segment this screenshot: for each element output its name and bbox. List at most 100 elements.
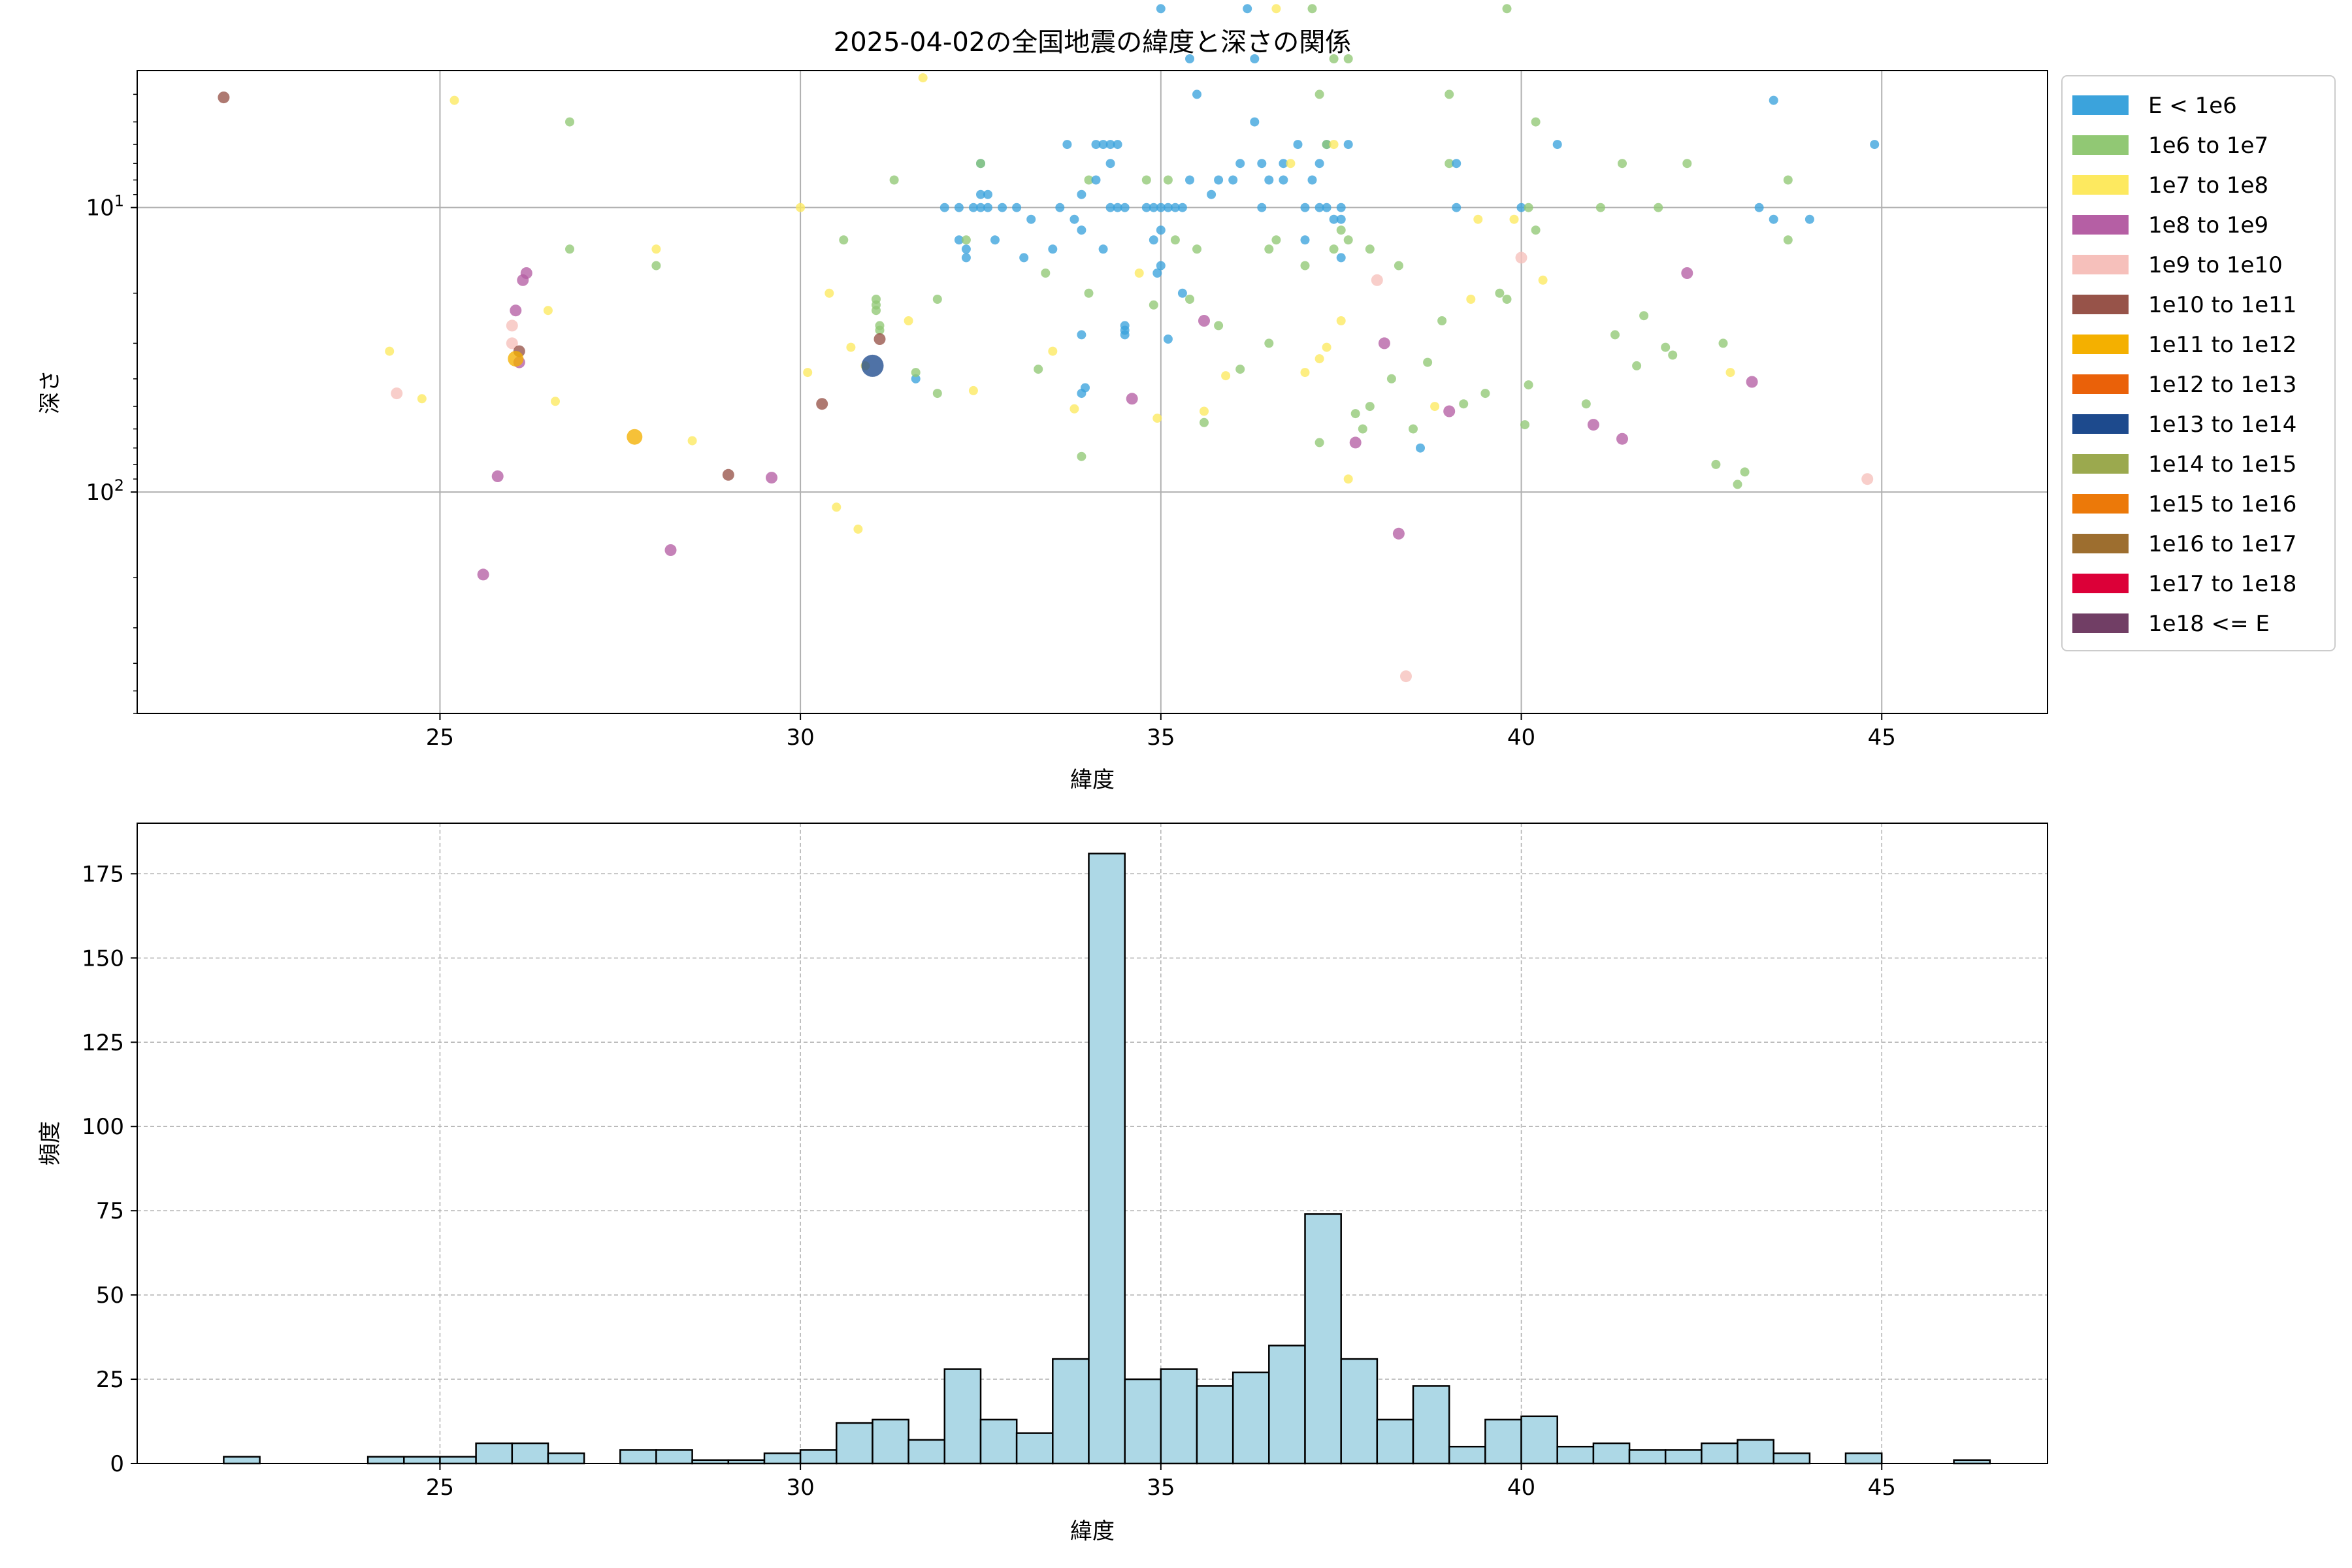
scatter-point (506, 337, 518, 350)
scatter-point (1264, 175, 1274, 185)
scatter-point (1207, 189, 1217, 199)
scatter-point (1091, 140, 1101, 150)
histogram-bar (1737, 1439, 1774, 1465)
scatter-point (1041, 269, 1051, 278)
histogram-y-ticks: 0 25 50 75 100 125 150 175 (82, 861, 137, 1477)
scatter-point (506, 319, 518, 332)
scatter-point (1055, 203, 1065, 212)
scatter-point (1120, 330, 1130, 340)
scatter-point (1152, 269, 1162, 278)
scatter-x-tick-label: 30 (786, 725, 814, 751)
histogram-bar (1232, 1371, 1270, 1465)
scatter-point (825, 288, 834, 298)
scatter-point (983, 203, 992, 212)
scatter-point (1400, 670, 1412, 683)
histogram-bar (1628, 1449, 1667, 1465)
scatter-point (1502, 4, 1512, 14)
scatter-point (1769, 214, 1778, 224)
scatter-point (520, 267, 532, 279)
scatter-point (1437, 316, 1447, 325)
histogram-x-tick-label: 45 (1868, 1475, 1896, 1501)
scatter-point (1682, 159, 1692, 169)
scatter-point (565, 244, 574, 254)
histogram-bar (1772, 1452, 1811, 1465)
histogram-y-tick-label: 0 (110, 1451, 124, 1477)
scatter-x-axis-label: 緯度 (1070, 767, 1115, 793)
scatter-point (1386, 374, 1396, 384)
scatter-point (1445, 159, 1454, 169)
scatter-point (1365, 244, 1375, 254)
scatter-chart: 25 30 35 40 45 101 102 2025-04-02の全国地震の緯度と深さの… (37, 4, 2048, 793)
histogram-x-tick-label: 35 (1147, 1475, 1175, 1501)
histogram-bar (1412, 1385, 1450, 1465)
histogram-bar (367, 1456, 405, 1465)
scatter-point (1632, 361, 1642, 370)
scatter-point (1192, 244, 1201, 254)
histogram-bar (1196, 1385, 1234, 1465)
scatter-point (976, 203, 985, 212)
scatter-point (1394, 261, 1403, 270)
scatter-point (1235, 159, 1245, 169)
scatter-point (1250, 117, 1260, 127)
scatter-point (1048, 346, 1058, 356)
legend-swatch (2072, 255, 2129, 274)
scatter-point (1502, 295, 1512, 304)
scatter-point (1062, 140, 1072, 150)
legend-swatch (2072, 95, 2129, 115)
scatter-point (1177, 288, 1187, 298)
scatter-point (1480, 389, 1490, 399)
histogram-bar (403, 1456, 441, 1465)
scatter-point (1805, 214, 1814, 224)
scatter-point (1163, 335, 1173, 344)
histogram-bar (1124, 1378, 1162, 1465)
scatter-point (664, 544, 677, 556)
histogram-x-tick-label: 30 (786, 1475, 814, 1501)
scatter-point (1264, 244, 1274, 254)
scatter-point (1336, 253, 1346, 263)
histogram-bar (799, 1449, 838, 1465)
scatter-x-tick-label: 25 (426, 725, 454, 751)
histogram-y-tick-label: 25 (96, 1367, 124, 1393)
legend-label: 1e8 to 1e9 (2148, 212, 2268, 238)
legend-swatch (2072, 454, 2129, 474)
scatter-point (1163, 175, 1173, 185)
scatter-point (1350, 409, 1360, 419)
scatter-point (1141, 175, 1151, 185)
scatter-point (1156, 225, 1166, 235)
legend: E < 1e6 1e6 to 1e7 1e7 to 1e8 1e8 to 1e9 1e9… (2061, 75, 2336, 651)
scatter-point (218, 91, 230, 104)
scatter-point (1668, 350, 1678, 360)
histogram-y-tick-label: 100 (82, 1114, 124, 1140)
legend-swatch (2072, 135, 2129, 155)
scatter-point (1307, 175, 1317, 185)
scatter-point (1445, 90, 1454, 99)
legend-swatch (2072, 494, 2129, 514)
scatter-point (932, 389, 942, 399)
scatter-point (961, 235, 971, 245)
histogram-y-tick-label: 150 (82, 945, 124, 972)
scatter-point (1769, 95, 1778, 105)
scatter-point (961, 244, 971, 254)
scatter-point (1740, 467, 1750, 477)
scatter-y-tick-label: 101 (86, 192, 124, 221)
scatter-point (976, 189, 985, 199)
scatter-point (491, 470, 504, 482)
scatter-point (1156, 4, 1166, 14)
legend-swatch (2072, 335, 2129, 354)
scatter-point (874, 333, 886, 345)
scatter-point (803, 368, 813, 378)
scatter-point (766, 472, 777, 484)
scatter-point (1443, 405, 1456, 417)
scatter-point (1271, 4, 1281, 14)
histogram-bar (1052, 1358, 1090, 1465)
scatter-point (1661, 342, 1671, 352)
legend-label: 1e9 to 1e10 (2148, 252, 2283, 278)
histogram-bar (1701, 1442, 1739, 1465)
scatter-point (1077, 225, 1086, 235)
scatter-point (1243, 4, 1252, 14)
scatter-point (1307, 4, 1317, 14)
scatter-point (1019, 253, 1029, 263)
legend-label: 1e16 to 1e17 (2148, 531, 2296, 557)
scatter-point (1861, 473, 1874, 485)
